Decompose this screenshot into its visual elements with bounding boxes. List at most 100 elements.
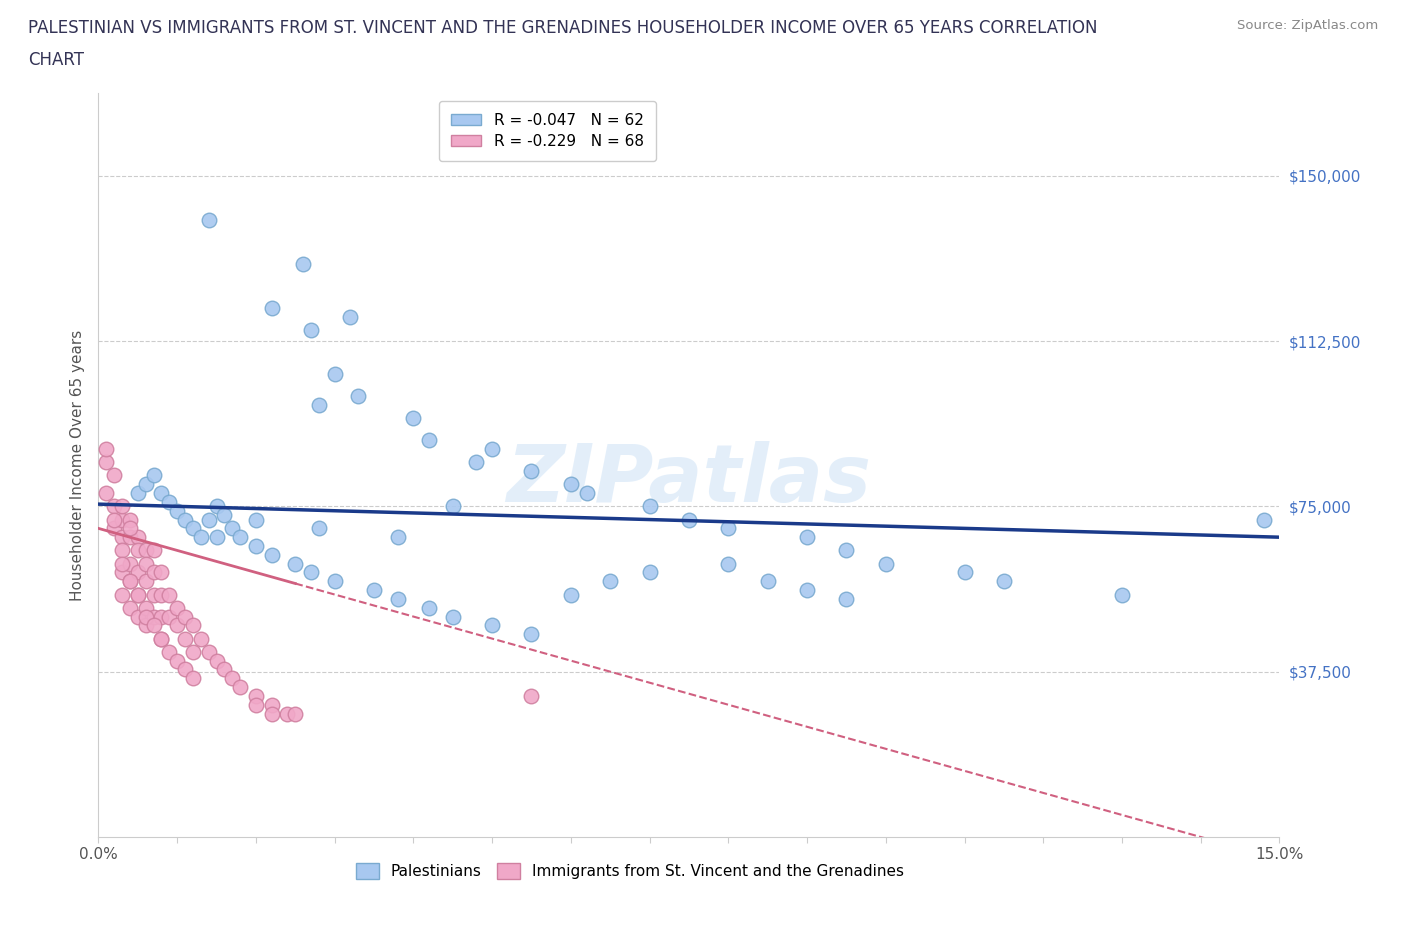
Point bbox=[245, 688, 267, 703]
Point bbox=[520, 688, 543, 703]
Point bbox=[150, 631, 173, 646]
Point bbox=[181, 671, 204, 685]
Point bbox=[150, 609, 173, 624]
Point bbox=[245, 698, 267, 712]
Point bbox=[481, 618, 503, 632]
Point bbox=[953, 565, 976, 580]
Point bbox=[875, 556, 897, 571]
Point bbox=[835, 543, 858, 558]
Point bbox=[111, 587, 134, 602]
Point bbox=[103, 468, 125, 483]
Point bbox=[717, 521, 740, 536]
Point bbox=[118, 600, 141, 615]
Point bbox=[174, 512, 197, 527]
Point bbox=[181, 618, 204, 632]
Point bbox=[363, 583, 385, 598]
Text: Source: ZipAtlas.com: Source: ZipAtlas.com bbox=[1237, 19, 1378, 32]
Point bbox=[127, 485, 149, 500]
Point bbox=[292, 257, 315, 272]
Point bbox=[111, 498, 134, 513]
Point bbox=[197, 212, 219, 227]
Point bbox=[135, 543, 157, 558]
Point bbox=[135, 556, 157, 571]
Point bbox=[127, 587, 149, 602]
Point bbox=[174, 662, 197, 677]
Point bbox=[135, 618, 157, 632]
Point bbox=[96, 455, 118, 470]
Point bbox=[150, 485, 173, 500]
Point bbox=[150, 565, 173, 580]
Point bbox=[118, 574, 141, 589]
Point bbox=[993, 574, 1015, 589]
Point bbox=[308, 397, 330, 412]
Point bbox=[111, 530, 134, 545]
Point bbox=[127, 609, 149, 624]
Point bbox=[520, 464, 543, 479]
Point bbox=[299, 565, 322, 580]
Point bbox=[441, 609, 464, 624]
Point bbox=[103, 498, 125, 513]
Point bbox=[245, 538, 267, 553]
Point bbox=[205, 498, 228, 513]
Point bbox=[520, 627, 543, 642]
Point bbox=[560, 477, 582, 492]
Point bbox=[135, 609, 157, 624]
Point bbox=[717, 556, 740, 571]
Point bbox=[127, 543, 149, 558]
Point bbox=[276, 706, 298, 721]
Point bbox=[142, 565, 165, 580]
Point bbox=[118, 512, 141, 527]
Point bbox=[142, 609, 165, 624]
Point bbox=[174, 631, 197, 646]
Point bbox=[157, 609, 180, 624]
Point bbox=[229, 680, 252, 695]
Point bbox=[481, 442, 503, 457]
Point bbox=[127, 587, 149, 602]
Point bbox=[157, 644, 180, 659]
Point bbox=[142, 543, 165, 558]
Point bbox=[157, 495, 180, 510]
Point bbox=[118, 574, 141, 589]
Point bbox=[96, 485, 118, 500]
Point bbox=[135, 574, 157, 589]
Point bbox=[260, 548, 283, 563]
Point bbox=[181, 521, 204, 536]
Point bbox=[418, 432, 440, 447]
Point bbox=[575, 485, 598, 500]
Point bbox=[181, 644, 204, 659]
Point bbox=[465, 455, 488, 470]
Point bbox=[260, 706, 283, 721]
Point bbox=[299, 323, 322, 338]
Point bbox=[756, 574, 779, 589]
Point bbox=[190, 631, 212, 646]
Point bbox=[118, 556, 141, 571]
Point bbox=[441, 498, 464, 513]
Text: PALESTINIAN VS IMMIGRANTS FROM ST. VINCENT AND THE GRENADINES HOUSEHOLDER INCOME: PALESTINIAN VS IMMIGRANTS FROM ST. VINCE… bbox=[28, 19, 1098, 36]
Point bbox=[166, 503, 188, 518]
Point bbox=[284, 556, 307, 571]
Point bbox=[197, 512, 219, 527]
Point bbox=[245, 512, 267, 527]
Point bbox=[418, 600, 440, 615]
Point bbox=[387, 591, 409, 606]
Point bbox=[166, 600, 188, 615]
Point bbox=[127, 530, 149, 545]
Point bbox=[111, 556, 134, 571]
Point bbox=[638, 498, 661, 513]
Point bbox=[150, 631, 173, 646]
Point bbox=[111, 512, 134, 527]
Point bbox=[142, 618, 165, 632]
Text: CHART: CHART bbox=[28, 51, 84, 69]
Point bbox=[284, 706, 307, 721]
Point bbox=[103, 512, 125, 527]
Point bbox=[260, 698, 283, 712]
Legend: Palestinians, Immigrants from St. Vincent and the Grenadines: Palestinians, Immigrants from St. Vincen… bbox=[350, 857, 910, 885]
Point bbox=[142, 587, 165, 602]
Point bbox=[323, 366, 346, 381]
Point bbox=[229, 530, 252, 545]
Point bbox=[157, 587, 180, 602]
Text: ZIPatlas: ZIPatlas bbox=[506, 441, 872, 519]
Point bbox=[221, 671, 243, 685]
Point bbox=[166, 618, 188, 632]
Point bbox=[1253, 512, 1275, 527]
